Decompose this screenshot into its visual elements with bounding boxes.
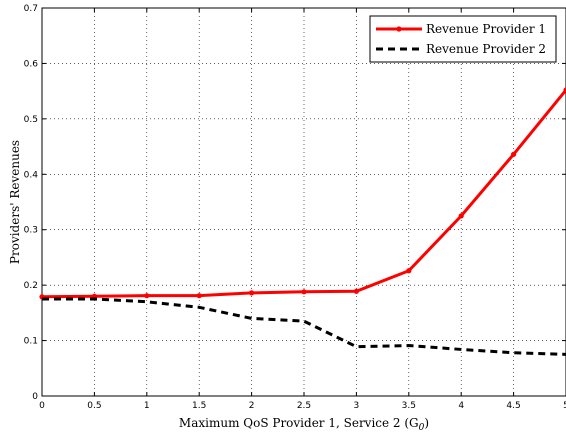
y-tick-label: 0.6: [24, 59, 39, 69]
y-tick-label: 0.1: [24, 337, 38, 347]
series-line-1: [41, 89, 566, 299]
y-axis-label: Providers' Revenues: [8, 140, 22, 264]
y-tick-label: 0.2: [24, 281, 38, 291]
y-tick-label: 0.7: [24, 4, 38, 14]
series-1-point: [249, 290, 255, 296]
x-tick-label: 4: [458, 401, 464, 411]
series-1-point: [144, 293, 150, 299]
y-tick-label: 0: [32, 392, 38, 402]
y-tick-label: 0.3: [24, 226, 38, 236]
series-1-point: [301, 289, 307, 295]
x-tick-label: 3.5: [402, 401, 416, 411]
grid: [42, 8, 566, 396]
x-tick-label: 0: [39, 401, 45, 411]
plot-frame: [41, 7, 566, 397]
series-1-point: [563, 87, 566, 93]
series-1-point: [196, 293, 202, 299]
series-1-point: [406, 268, 412, 274]
x-tick-label: 3: [354, 401, 360, 411]
legend: Revenue Provider 1 Revenue Provider 2: [369, 15, 557, 63]
x-tick-label: 5: [563, 401, 566, 411]
x-tick-label: 1.5: [192, 401, 206, 411]
legend-box: [369, 15, 557, 63]
y-tick-label: 0.4: [24, 170, 39, 180]
series-1-point: [458, 213, 464, 219]
legend-label-2: Revenue Provider 2: [426, 42, 546, 56]
x-tick-label: 2.5: [297, 401, 311, 411]
x-tick-label: 4.5: [506, 401, 520, 411]
legend-label-1: Revenue Provider 1: [426, 22, 546, 36]
y-tick-label: 0.5: [24, 115, 38, 125]
x-tick-label: 1: [144, 401, 150, 411]
x-tick-label: 0.5: [87, 401, 101, 411]
series-1-point: [353, 288, 359, 294]
series: [39, 87, 566, 356]
legend-marker-1: [396, 26, 402, 32]
series-line-2: [42, 297, 566, 356]
x-axis-label: Maximum QoS Provider 1, Service 2 (G0): [179, 416, 429, 433]
x-tick-label: 2: [249, 401, 255, 411]
axis-ticks: 0 0.5 1 1.5 2 2.5 3 3.5 4 4.5 5 0 0.1 0.2 0.3 0.4 0.5 0.6…: [24, 4, 566, 411]
series-1-point: [510, 151, 517, 157]
